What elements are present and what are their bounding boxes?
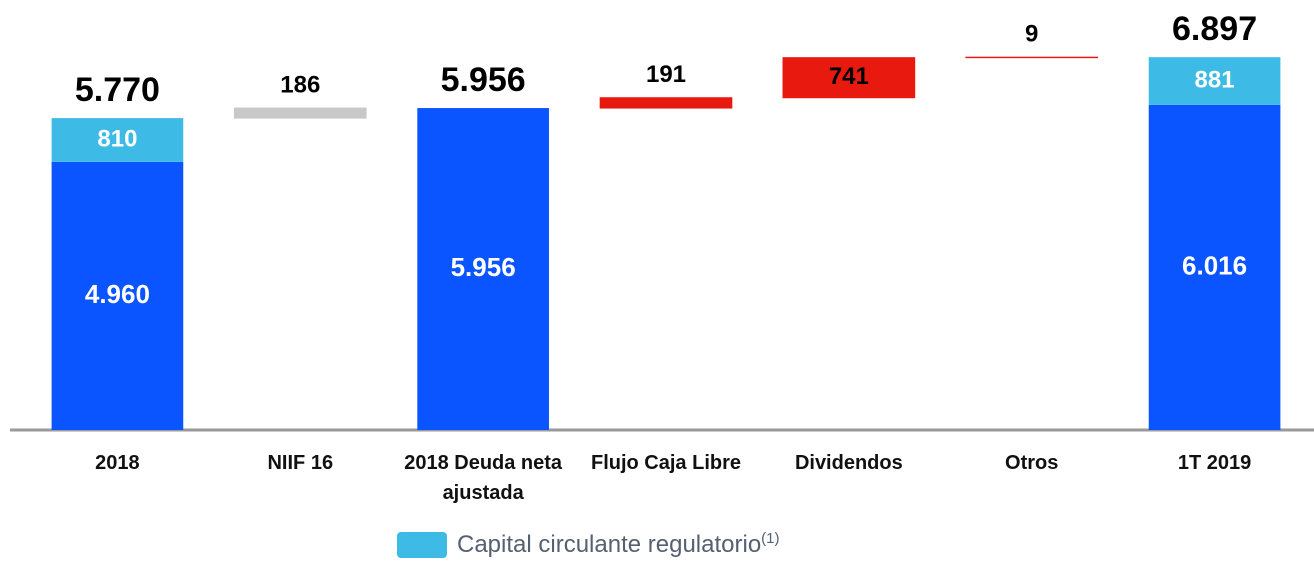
legend-swatch — [397, 531, 447, 558]
capital-bar — [51, 118, 184, 162]
legend: Capital circulante regulatorio(1) — [397, 530, 780, 559]
bar-label: 186 — [280, 71, 320, 98]
bar-label: 4.960 — [85, 279, 150, 309]
bar — [51, 161, 184, 430]
bar-label: 9 — [1025, 21, 1038, 48]
capital-label: 810 — [97, 125, 137, 152]
bar-label: 5.956 — [451, 252, 516, 282]
x-tick-label: NIIF 16 — [267, 452, 334, 474]
total-label: 6.897 — [1172, 10, 1257, 48]
total-label: 5.956 — [441, 61, 526, 99]
x-tick-label: Otros — [1005, 452, 1059, 474]
capital-bar — [1148, 57, 1281, 105]
bar — [417, 108, 549, 431]
bar-label: 191 — [646, 61, 686, 88]
bar-label: 741 — [829, 63, 869, 90]
x-tick-label: 2018 — [95, 452, 140, 474]
legend-label: Capital circulante regulatorio(1) — [457, 530, 780, 559]
total-label: 5.770 — [75, 71, 160, 109]
capital-label: 881 — [1195, 66, 1235, 93]
x-tick-label: 1T 2019 — [1177, 452, 1252, 474]
bar — [599, 97, 733, 109]
bar-label: 6.016 — [1182, 250, 1247, 280]
bar — [782, 57, 916, 99]
x-tick-label: Flujo Caja Libre — [590, 452, 742, 474]
x-tick-label: 2018 Deuda neta ajustada — [404, 452, 563, 504]
bar — [1148, 104, 1281, 430]
bar — [233, 107, 367, 119]
legend-superscript: (1) — [761, 530, 780, 547]
legend-text: Capital circulante regulatorio — [457, 531, 762, 558]
x-tick-label: Dividendos — [794, 452, 903, 474]
